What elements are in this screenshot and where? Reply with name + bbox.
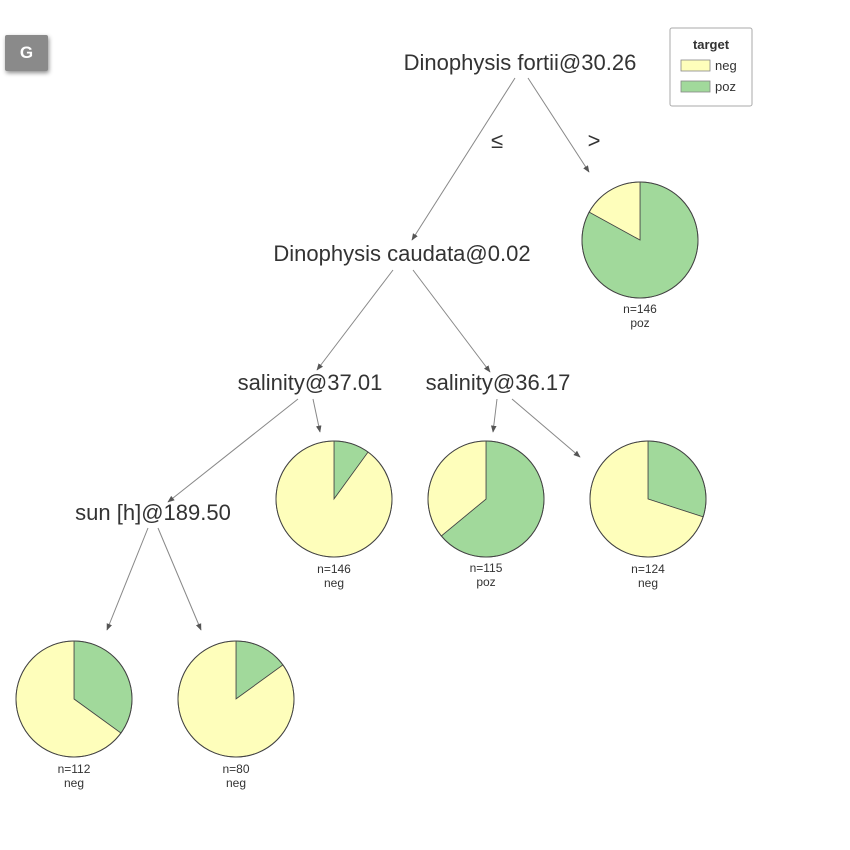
legend-swatch-neg bbox=[680, 59, 711, 72]
leaf-count: n=146 bbox=[623, 302, 657, 316]
leaf-pie bbox=[581, 181, 699, 299]
edge-n4-right bbox=[157, 527, 202, 631]
legend: target neg poz bbox=[669, 27, 753, 107]
edge-n1-right bbox=[412, 269, 491, 373]
pie-outline bbox=[589, 440, 707, 558]
leaf-class: neg bbox=[324, 576, 344, 590]
leaf-count: n=80 bbox=[222, 762, 249, 776]
legend-swatch-poz bbox=[680, 80, 711, 93]
edge-n4-left bbox=[106, 527, 149, 631]
g-button[interactable]: G bbox=[5, 35, 48, 71]
leaf-node-2: n=146 neg bbox=[275, 440, 393, 590]
edge-n2-right bbox=[312, 398, 322, 433]
node-salinity-2-label: salinity@36.17 bbox=[426, 370, 571, 395]
leaf-pie bbox=[177, 640, 295, 758]
edge-n3-right bbox=[511, 398, 581, 458]
edge-root-left bbox=[411, 77, 516, 241]
pie-outline bbox=[15, 640, 133, 758]
leaf-class: neg bbox=[64, 776, 84, 790]
pie-outline bbox=[177, 640, 295, 758]
leaf-count: n=146 bbox=[317, 562, 351, 576]
leaf-pie bbox=[275, 440, 393, 558]
pie-slice-neg bbox=[275, 440, 393, 558]
leaf-pie bbox=[15, 640, 133, 758]
leaf-pie bbox=[589, 440, 707, 558]
leaf-node-5: n=112 neg bbox=[15, 640, 133, 790]
tree-edges bbox=[106, 77, 590, 631]
pie-outline bbox=[275, 440, 393, 558]
leaf-count: n=112 bbox=[58, 762, 91, 776]
leaf-class: poz bbox=[630, 316, 649, 330]
leaf-class: poz bbox=[476, 575, 495, 589]
leaf-node-6: n=80 neg bbox=[177, 640, 295, 790]
node-salinity-1-label: salinity@37.01 bbox=[238, 370, 383, 395]
leaf-count: n=124 bbox=[631, 562, 665, 576]
edge-root-right bbox=[527, 77, 590, 173]
edge-n1-left bbox=[316, 269, 394, 371]
pie-outline bbox=[427, 440, 545, 558]
legend-label-poz: poz bbox=[715, 79, 736, 94]
node-caudata-label: Dinophysis caudata@0.02 bbox=[273, 241, 530, 266]
leaf-node-1: n=146 poz bbox=[581, 181, 699, 330]
pie-outline bbox=[581, 181, 699, 299]
legend-title: target bbox=[693, 37, 730, 52]
leaf-class: neg bbox=[226, 776, 246, 790]
node-sun-label: sun [h]@189.50 bbox=[75, 500, 231, 525]
edge-n3-left bbox=[490, 398, 498, 433]
legend-label-neg: neg bbox=[715, 58, 737, 73]
leaf-pie bbox=[427, 440, 545, 558]
node-root-label: Dinophysis fortii@30.26 bbox=[404, 50, 637, 75]
edge-n2-left bbox=[167, 398, 299, 503]
edge-label-gt: > bbox=[588, 128, 601, 153]
leaf-count: n=115 bbox=[470, 561, 503, 575]
leaf-node-3: n=115 poz bbox=[427, 440, 545, 589]
edge-label-le: ≤ bbox=[491, 128, 503, 153]
leaf-class: neg bbox=[638, 576, 658, 590]
leaf-node-4: n=124 neg bbox=[589, 440, 707, 590]
